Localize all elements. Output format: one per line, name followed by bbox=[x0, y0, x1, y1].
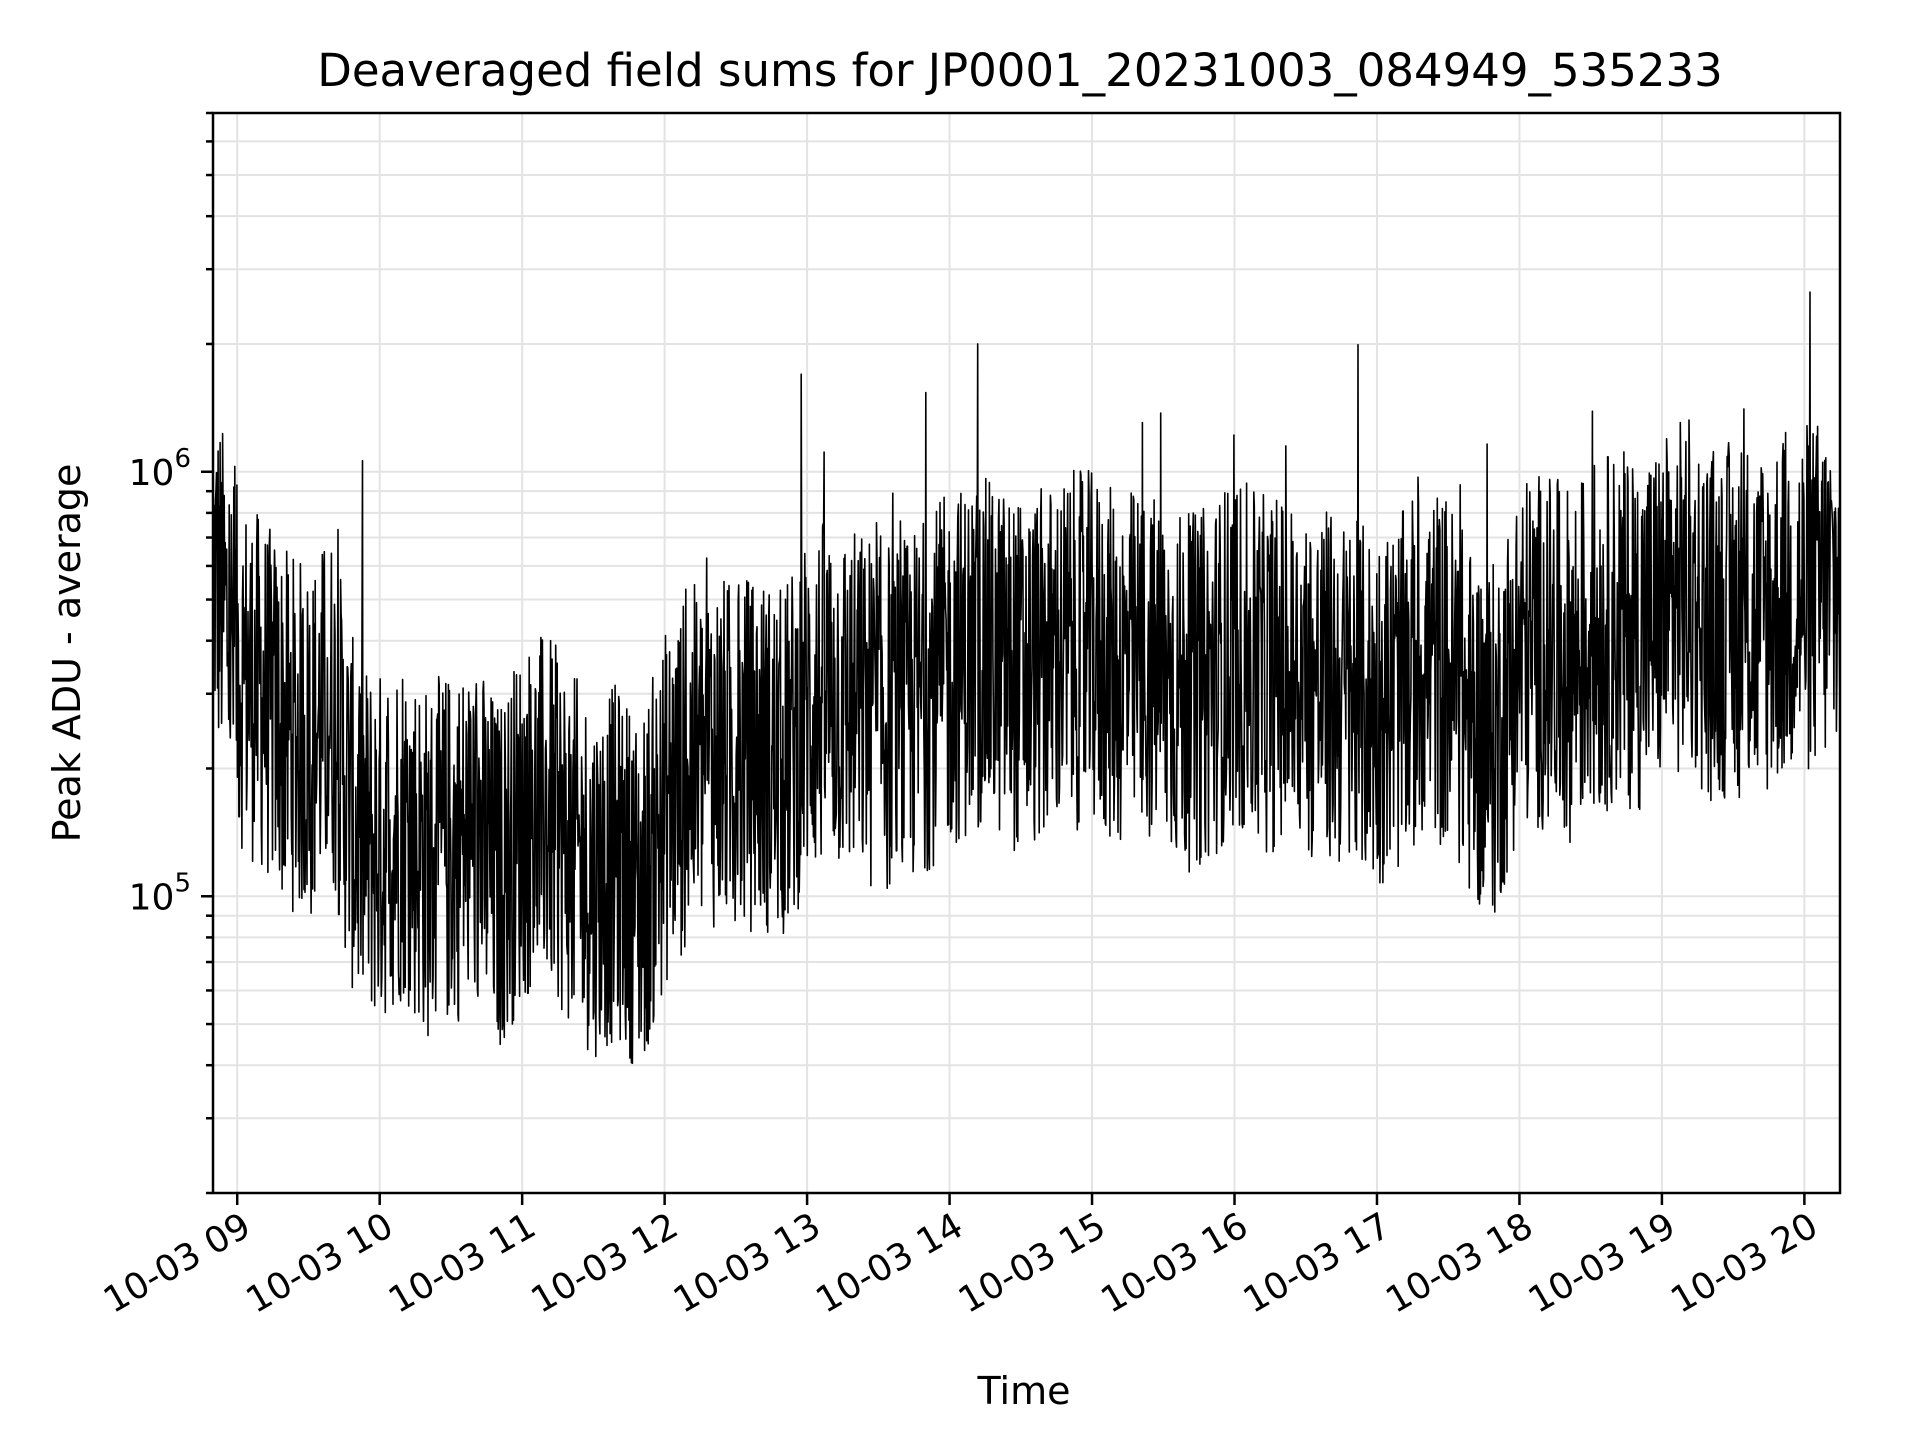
x-tick-label: 10-03 11 bbox=[382, 1205, 543, 1321]
x-tick-label: 10-03 16 bbox=[1094, 1205, 1255, 1321]
series-line-peak-adu bbox=[212, 291, 1841, 1064]
chart-title: Deaveraged field sums for JP0001_2023100… bbox=[317, 44, 1723, 97]
x-tick-label: 10-03 20 bbox=[1664, 1205, 1825, 1321]
y-tick-label: 105 bbox=[129, 868, 191, 918]
y-axis-label: Peak ADU - average bbox=[45, 464, 89, 843]
x-axis-label: Time bbox=[977, 1369, 1071, 1413]
x-tick-label: 10-03 10 bbox=[240, 1205, 401, 1321]
x-tick-label: 10-03 09 bbox=[97, 1205, 258, 1321]
x-tick-label: 10-03 12 bbox=[524, 1205, 685, 1321]
x-tick-label: 10-03 17 bbox=[1237, 1205, 1398, 1321]
y-tick-exponent: 5 bbox=[174, 868, 191, 898]
plot-area-frame bbox=[211, 111, 1842, 1195]
x-tick-label: 10-03 14 bbox=[809, 1205, 970, 1321]
x-tick-label: 10-03 18 bbox=[1379, 1205, 1540, 1321]
y-tick-label: 106 bbox=[129, 444, 191, 494]
x-tick-label: 10-03 13 bbox=[667, 1205, 828, 1321]
y-tick-base: 10 bbox=[129, 453, 175, 494]
x-tick-label: 10-03 15 bbox=[952, 1205, 1113, 1321]
y-tick-exponent: 6 bbox=[174, 444, 191, 474]
x-tick-label: 10-03 19 bbox=[1522, 1205, 1683, 1321]
y-tick-base: 10 bbox=[129, 877, 175, 918]
